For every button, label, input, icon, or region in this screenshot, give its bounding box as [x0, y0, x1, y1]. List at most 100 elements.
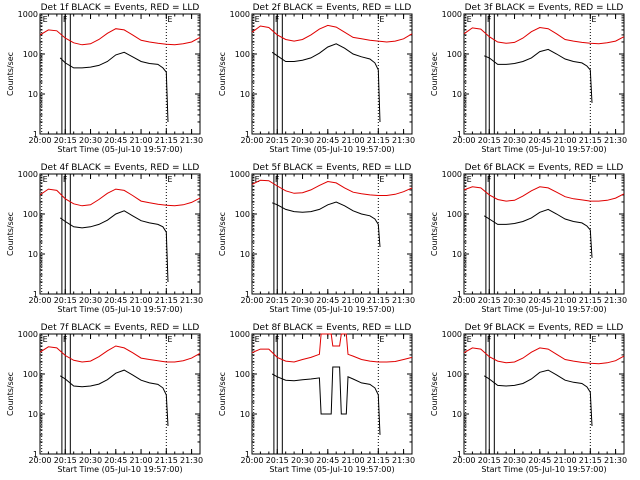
panel-title: Det 1f BLACK = Events, RED = LLD — [41, 3, 200, 13]
x-axis-title: Start Time (05-Jul-10 19:57:00) — [57, 305, 182, 314]
events-series-line — [483, 208, 593, 258]
x-tick-label: 21:30 — [392, 456, 415, 465]
x-tick-label: 21:15 — [367, 296, 390, 305]
y-axis-title: Counts/sec — [430, 212, 439, 256]
x-tick-label: 21:15 — [579, 136, 602, 145]
x-tick-label: 20:30 — [503, 296, 526, 305]
x-tick-label: 21:15 — [155, 296, 178, 305]
panel-title: Det 4f BLACK = Events, RED = LLD — [41, 163, 200, 173]
panel-title: Det 6f BLACK = Events, RED = LLD — [465, 163, 624, 173]
panel-title: Det 9f BLACK = Events, RED = LLD — [465, 323, 624, 333]
x-tick-label: 20:00 — [240, 456, 263, 465]
x-tick-label: 20:00 — [28, 136, 51, 145]
y-axis-title: Counts/sec — [6, 372, 15, 416]
event-marker-label: E — [43, 335, 48, 344]
x-tick-label: 20:00 — [28, 296, 51, 305]
panel-title: Det 7f BLACK = Events, RED = LLD — [41, 323, 200, 333]
x-tick-label: 20:15 — [478, 296, 501, 305]
panel-title: Det 2f BLACK = Events, RED = LLD — [253, 3, 412, 13]
y-axis-title: Counts/sec — [430, 52, 439, 96]
x-tick-label: 20:30 — [291, 456, 314, 465]
y-tick-label: 10 — [240, 250, 250, 259]
x-axis-title: Start Time (05-Jul-10 19:57:00) — [269, 305, 394, 314]
lld-series-line — [463, 186, 625, 202]
lld-series-line — [251, 179, 413, 196]
x-tick-label: 20:00 — [452, 296, 475, 305]
events-series-line — [59, 51, 169, 123]
event-marker-label: E — [43, 175, 48, 184]
x-tick-label: 20:15 — [478, 456, 501, 465]
event-marker-label: E — [255, 175, 260, 184]
y-tick-label: 10 — [452, 90, 462, 99]
events-series-line — [484, 48, 593, 103]
x-tick-label: 21:30 — [604, 136, 627, 145]
x-tick-label: 20:00 — [452, 456, 475, 465]
x-tick-label: 20:45 — [316, 456, 339, 465]
event-marker-label: E — [591, 15, 596, 24]
x-tick-label: 20:45 — [104, 456, 127, 465]
y-tick-label: 1000 — [18, 170, 38, 179]
x-tick-label: 20:00 — [240, 136, 263, 145]
x-tick-label: 20:45 — [104, 136, 127, 145]
y-tick-label: 1000 — [230, 10, 250, 19]
y-tick-label: 10 — [28, 250, 38, 259]
panel-grid: Det 1f BLACK = Events, RED = LLD 1 10 100 10… — [6, 3, 627, 474]
y-tick-label: 1 — [33, 130, 38, 139]
x-tick-label: 21:00 — [342, 456, 365, 465]
y-tick-label: 1000 — [18, 330, 38, 339]
x-tick-label: 20:45 — [104, 296, 127, 305]
y-axis-title: Counts/sec — [218, 52, 227, 96]
events-series-line — [272, 201, 381, 248]
chart-panel: Det 1f BLACK = Events, RED = LLD 1 10 100 10… — [6, 3, 203, 154]
y-tick-label: 100 — [235, 210, 250, 219]
event-marker-label: E — [167, 175, 172, 184]
x-tick-label: 20:00 — [240, 296, 263, 305]
x-tick-label: 21:30 — [604, 456, 627, 465]
event-marker-label: E — [167, 335, 172, 344]
plot-frame — [463, 173, 625, 295]
x-axis-title: Start Time (05-Jul-10 19:57:00) — [57, 465, 182, 474]
plot-frame — [39, 173, 201, 295]
x-axis-title: Start Time (05-Jul-10 19:57:00) — [481, 465, 606, 474]
lld-series-line — [463, 26, 625, 45]
y-tick-label: 1000 — [442, 170, 462, 179]
x-tick-label: 20:15 — [266, 136, 289, 145]
x-tick-label: 21:00 — [342, 136, 365, 145]
y-tick-label: 10 — [452, 410, 462, 419]
event-marker-label: E — [379, 15, 384, 24]
x-tick-label: 20:15 — [54, 456, 77, 465]
event-marker-label: E — [167, 15, 172, 24]
x-tick-label: 21:30 — [180, 296, 203, 305]
x-tick-label: 20:00 — [452, 136, 475, 145]
x-tick-label: 21:15 — [155, 456, 178, 465]
x-tick-label: 20:30 — [503, 136, 526, 145]
y-axis-title: Counts/sec — [218, 212, 227, 256]
x-tick-label: 20:15 — [266, 456, 289, 465]
x-tick-label: 20:15 — [478, 136, 501, 145]
lld-series-line — [39, 345, 201, 363]
chart-panel: Det 2f BLACK = Events, RED = LLD 1 10 100 10… — [218, 3, 415, 154]
chart-panel: Det 5f BLACK = Events, RED = LLD 1 10 100 10… — [218, 163, 415, 314]
x-tick-label: 21:30 — [604, 296, 627, 305]
y-tick-label: 1000 — [442, 330, 462, 339]
chart-panel: Det 9f BLACK = Events, RED = LLD 1 10 100 10… — [430, 323, 627, 474]
event-marker-label: E — [467, 175, 472, 184]
panel-title: Det 5f BLACK = Events, RED = LLD — [253, 163, 412, 173]
events-series-line — [483, 369, 593, 427]
y-tick-label: 1000 — [18, 10, 38, 19]
x-tick-label: 20:15 — [54, 296, 77, 305]
x-tick-label: 21:30 — [392, 296, 415, 305]
plot-frame — [251, 13, 413, 135]
event-marker-label: E — [43, 15, 48, 24]
y-tick-label: 1 — [245, 290, 250, 299]
x-axis-title: Start Time (05-Jul-10 19:57:00) — [57, 145, 182, 154]
y-axis-title: Counts/sec — [218, 372, 227, 416]
x-tick-label: 20:45 — [316, 136, 339, 145]
y-tick-label: 100 — [23, 370, 38, 379]
lld-series-line — [251, 24, 413, 43]
x-tick-label: 20:45 — [316, 296, 339, 305]
lld-series-line — [39, 28, 201, 46]
event-marker-label: E — [379, 175, 384, 184]
